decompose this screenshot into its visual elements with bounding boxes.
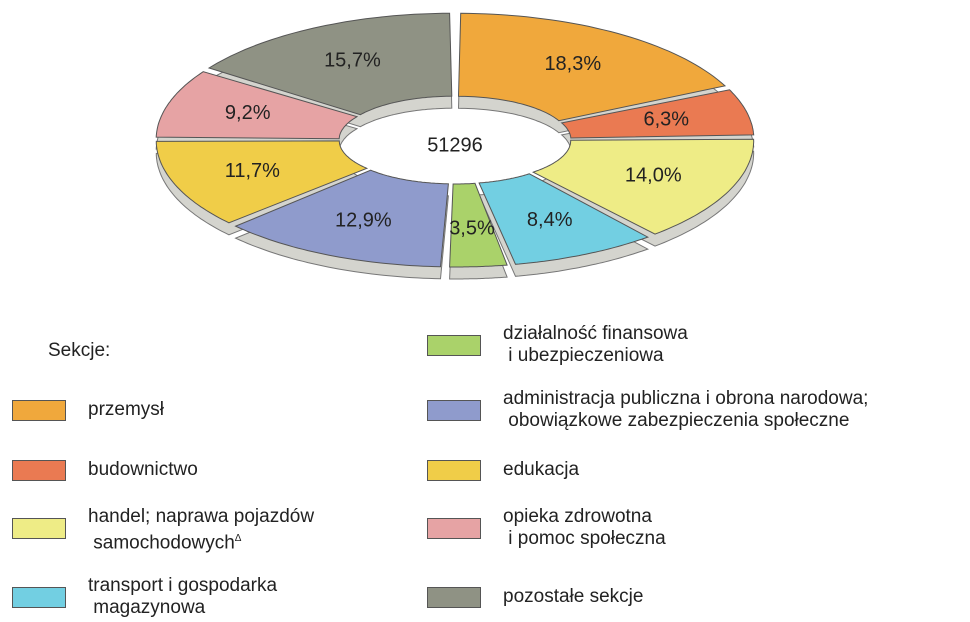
legend-label: handel; naprawa pojazdów samochodowychΔ (88, 506, 314, 554)
slice (234, 169, 449, 268)
legend-text: działalność finansowa i ubezpieczeniowa (503, 323, 688, 366)
legend-label: edukacja (503, 459, 579, 481)
value-label: 15,7% (324, 49, 381, 71)
donut-chart: 18,3% 6,3% 14,0% 8,4% 3,5% 12,9% 11,7% 9,2% 15,7… (155, 12, 755, 280)
legend-swatch (427, 518, 481, 539)
legend-text: przemysł (88, 399, 165, 420)
slice (155, 71, 359, 140)
legend-text: budownictwo (88, 459, 198, 480)
legend-text: transport i gospodarka magazynowa (88, 575, 278, 618)
legend-swatch (427, 587, 481, 608)
value-label: 18,3% (544, 53, 601, 75)
legend-swatch (12, 518, 66, 539)
value-label: 12,9% (335, 210, 392, 232)
slice (478, 173, 650, 265)
legend-text: administracja publiczna i obrona narodow… (503, 388, 869, 431)
legend-title: Sekcje: (48, 340, 111, 361)
slice (560, 89, 755, 139)
slice (207, 12, 453, 116)
value-label: 6,3% (643, 108, 689, 130)
value-label: 11,7% (225, 160, 280, 182)
legend-label: działalność finansowa i ubezpieczeniowa (503, 323, 688, 367)
slice (449, 182, 508, 268)
value-label: 8,4% (527, 209, 573, 231)
legend-label: przemysł (88, 399, 164, 421)
footnote-mark: Δ (234, 533, 242, 544)
value-label: 3,5% (449, 218, 495, 240)
legend-label: pozostałe sekcje (503, 586, 643, 608)
center-value: 51296 (427, 134, 483, 156)
legend-swatch (427, 335, 481, 356)
legend-label: administracja publiczna i obrona narodow… (503, 388, 868, 432)
slice (457, 12, 727, 122)
slice (531, 138, 755, 235)
legend-text: opieka zdrowotna i pomoc społeczna (503, 506, 666, 549)
legend-swatch (12, 460, 66, 481)
legend-swatch (427, 460, 481, 481)
value-label: 14,0% (625, 164, 682, 186)
slice (155, 140, 369, 224)
legend-swatch (427, 400, 481, 421)
legend-label: transport i gospodarka magazynowa (88, 575, 277, 619)
legend-swatch (12, 400, 66, 421)
legend-label: budownictwo (88, 459, 198, 481)
legend-text: pozostałe sekcje (503, 586, 644, 607)
legend-label: opieka zdrowotna i pomoc społeczna (503, 506, 666, 550)
legend-swatch (12, 587, 66, 608)
legend-text: handel; naprawa pojazdów samochodowych (88, 506, 315, 554)
legend-text: edukacja (503, 459, 580, 480)
value-label: 9,2% (225, 102, 271, 124)
